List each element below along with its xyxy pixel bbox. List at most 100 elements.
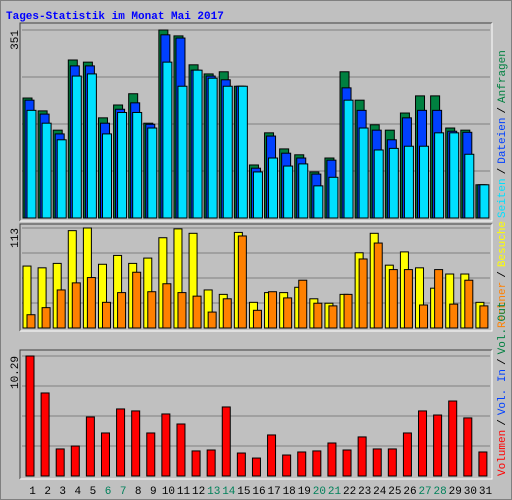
bar — [358, 258, 368, 329]
bar — [403, 269, 413, 329]
panel-border — [19, 223, 492, 331]
bar — [131, 410, 141, 477]
x-tick-label: 18 — [283, 486, 296, 498]
x-tick-label: 4 — [75, 486, 82, 498]
legend: Seiten / Dateien / Anfragen — [497, 50, 509, 218]
bar — [176, 423, 186, 477]
bar — [86, 73, 97, 219]
bar — [191, 450, 201, 477]
panel-border — [20, 350, 493, 480]
x-tick-label: 15 — [237, 486, 250, 498]
legend-entry: Anfragen — [497, 50, 509, 103]
x-tick-label: 28 — [434, 486, 447, 498]
bar — [86, 277, 96, 329]
bar — [402, 432, 412, 477]
bar — [26, 314, 36, 329]
bar — [298, 279, 308, 329]
bar — [283, 165, 294, 219]
bar — [449, 303, 459, 329]
x-tick-label: 31 — [479, 486, 493, 498]
bar — [192, 69, 203, 219]
x-tick-label: 17 — [267, 486, 280, 498]
bar — [358, 127, 369, 219]
x-tick-label: 7 — [120, 486, 127, 498]
x-tick-label: 3 — [59, 486, 66, 498]
bar — [387, 448, 397, 477]
bar — [478, 451, 488, 477]
bar — [192, 295, 202, 329]
bar — [161, 413, 171, 477]
legend-entry: Vol. In — [497, 369, 509, 415]
bar — [388, 269, 398, 329]
x-tick-label: 13 — [207, 486, 220, 498]
legend-separator: / — [497, 419, 509, 426]
bar — [132, 271, 142, 329]
x-tick-label: 14 — [222, 486, 236, 498]
bar — [312, 450, 322, 477]
x-tick-label: 8 — [135, 486, 142, 498]
y-tick-label: 351 — [10, 30, 22, 50]
bar — [448, 400, 458, 477]
legend-entry: Rechner — [497, 282, 509, 328]
bar — [268, 291, 278, 329]
bar — [41, 122, 52, 219]
bar — [464, 153, 475, 219]
bar — [251, 457, 261, 477]
bar — [146, 432, 156, 477]
bar — [327, 442, 337, 477]
bar — [283, 297, 293, 329]
bar — [328, 176, 339, 219]
legend-entry: Besuche — [497, 221, 509, 267]
x-tick-label: 1 — [29, 486, 36, 498]
x-tick-label: 21 — [328, 486, 342, 498]
bar — [222, 298, 232, 329]
bar — [116, 408, 126, 477]
bar — [162, 61, 173, 219]
y-tick-label: 10.29 — [10, 356, 22, 389]
legend-entry: Dateien — [497, 118, 509, 164]
bar — [449, 132, 460, 219]
bar — [373, 242, 383, 329]
panel-border — [19, 349, 492, 479]
bar — [267, 434, 277, 477]
x-tick-label: 10 — [162, 486, 175, 498]
bar — [297, 451, 307, 477]
legend-entry: Seiten — [497, 178, 509, 218]
x-tick-label: 30 — [464, 486, 477, 498]
bar — [313, 302, 323, 329]
bar — [464, 279, 474, 329]
bar — [25, 355, 35, 477]
bar — [71, 75, 82, 219]
panel-border — [20, 23, 493, 222]
x-tick-label: 11 — [177, 486, 191, 498]
bar — [207, 77, 218, 219]
bar — [236, 452, 246, 477]
panel-frame — [20, 350, 492, 479]
x-tick-label: 16 — [252, 486, 265, 498]
bar — [70, 445, 80, 477]
bar — [419, 304, 429, 329]
bar — [41, 307, 51, 329]
bar — [162, 283, 172, 329]
legend-separator: / — [497, 271, 509, 278]
bar — [55, 448, 65, 477]
x-tick-label: 19 — [298, 486, 311, 498]
bar — [434, 269, 444, 329]
legend: Rechner / Besuche — [497, 221, 509, 328]
x-tick-label: 20 — [313, 486, 326, 498]
bar — [252, 171, 263, 219]
x-tick-label: 27 — [418, 486, 431, 498]
bar — [40, 392, 50, 477]
bar — [372, 448, 382, 477]
x-tick-label: 5 — [90, 486, 97, 498]
bar — [463, 417, 473, 477]
bar — [101, 301, 111, 329]
bar — [298, 163, 309, 219]
bar — [26, 109, 37, 219]
bar — [56, 139, 67, 219]
bar — [328, 305, 338, 329]
bar — [177, 292, 187, 329]
bar — [433, 414, 443, 477]
legend-separator: / — [497, 168, 509, 175]
